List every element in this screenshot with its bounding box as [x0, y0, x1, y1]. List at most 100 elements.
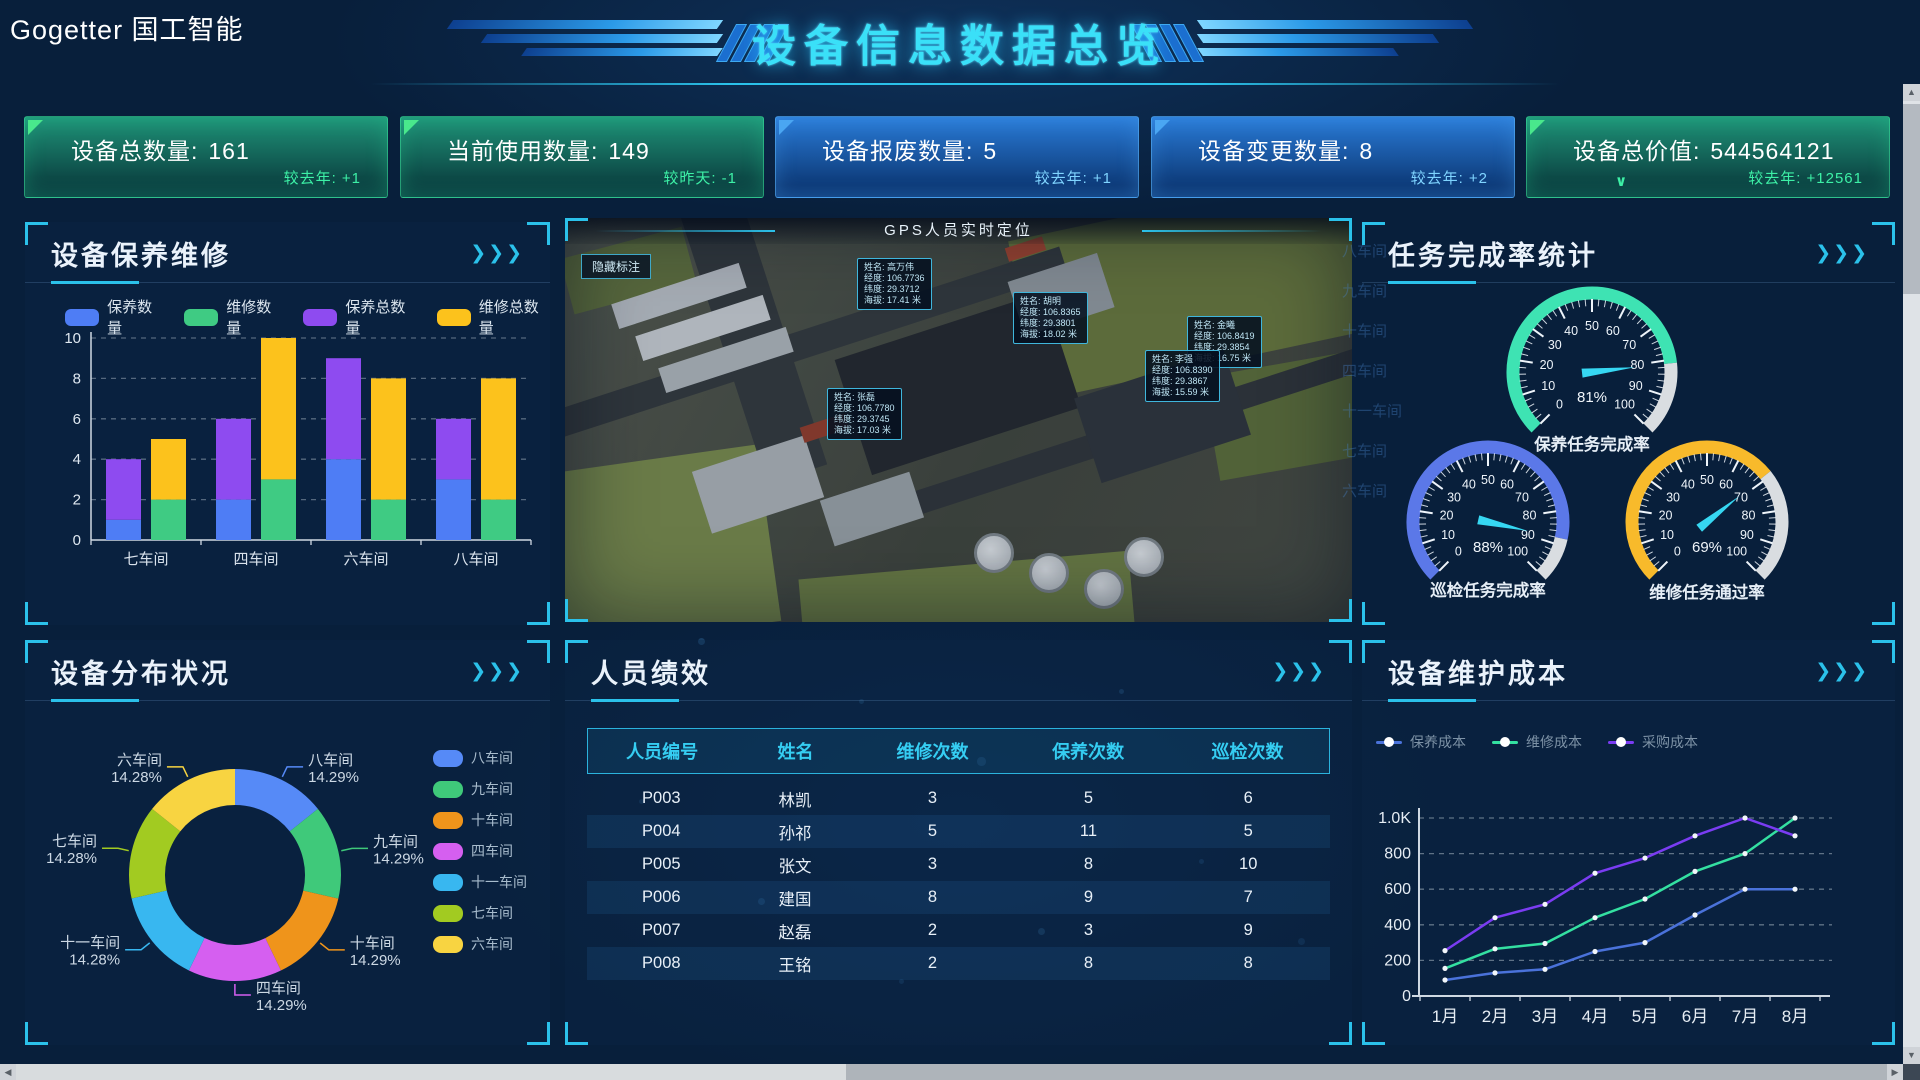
column-header-姓名: 姓名 — [777, 742, 814, 762]
svg-text:20: 20 — [1440, 508, 1454, 522]
legend-swatch — [433, 780, 463, 798]
stat-card-3: 设备报废数量: 5 较去年: +1 — [775, 116, 1139, 198]
table-cell: 5 — [1243, 822, 1253, 840]
stat-card-delta: 较昨天: -1 — [663, 170, 737, 187]
table-cell: 11 — [1079, 822, 1098, 840]
horizontal-scrollbar-thumb[interactable] — [16, 1064, 846, 1080]
svg-text:40: 40 — [1462, 478, 1476, 492]
legend-label: 保养总数量 — [345, 299, 406, 337]
vertical-scrollbar-thumb[interactable] — [1903, 104, 1920, 294]
legend-item-八车间[interactable]: 八车间 — [433, 748, 527, 768]
scrollbar-corner — [1903, 1064, 1920, 1080]
scroll-down-button[interactable]: ▼ — [1903, 1047, 1920, 1064]
more-arrows-icon[interactable]: ❯❯❯ — [1815, 243, 1869, 264]
legend-item-保养数量[interactable]: 保养数量 — [65, 296, 164, 338]
svg-text:14.29%: 14.29% — [350, 952, 401, 969]
legend-item-四车间[interactable]: 四车间 — [433, 841, 527, 861]
more-arrows-icon[interactable]: ❯❯❯ — [1272, 661, 1326, 682]
svg-text:600: 600 — [1384, 881, 1411, 898]
horizontal-scrollbar[interactable]: ◀ ▶ — [0, 1064, 1903, 1080]
svg-text:30: 30 — [1548, 338, 1562, 352]
more-arrows-icon[interactable]: ❯❯❯ — [470, 243, 524, 264]
storage-tank — [974, 533, 1015, 574]
legend-swatch — [433, 749, 463, 767]
legend-swatch — [184, 308, 219, 326]
task-gauges-chart[interactable]: 0 10 20 30 40 50 60 70 80 90 100 81% 保养任务完成率 0 10 20 30 4… — [1362, 222, 1895, 630]
legend-swatch — [433, 904, 463, 922]
bar-chart-legend: 保养数量 维修数量 保养总数量 维修总数量 — [65, 296, 550, 338]
table-cell: 王铭 — [778, 956, 812, 975]
svg-text:10: 10 — [1660, 528, 1674, 542]
header-underline — [370, 83, 1560, 85]
svg-text:81%: 81% — [1577, 389, 1607, 406]
corner-bracket — [1362, 640, 1385, 663]
table-cell: 8 — [1083, 954, 1094, 972]
tooltip-line: 经度: 106.7780 — [834, 403, 895, 413]
legend-item-十车间[interactable]: 十车间 — [433, 810, 527, 830]
corner-bracket — [1872, 640, 1895, 663]
more-arrows-icon[interactable]: ❯❯❯ — [470, 661, 524, 682]
more-arrows-icon[interactable]: ❯❯❯ — [1815, 661, 1869, 682]
table-cell: 林凯 — [778, 791, 812, 810]
legend-item-维修总数量[interactable]: 维修总数量 — [436, 296, 550, 338]
panel-title-tasks: 任务完成率统计 — [1388, 241, 1598, 271]
scroll-up-button[interactable]: ▲ — [1903, 84, 1920, 101]
legend-label: 维修数量 — [226, 299, 272, 337]
table-row: P006 建国 8 9 7 — [587, 881, 1330, 914]
legend-item-采购成本[interactable]: 采购成本 — [1608, 732, 1698, 752]
bg-workshop-label: 八车间 — [1342, 243, 1388, 260]
panel-title-distribution: 设备分布状况 — [51, 659, 231, 689]
svg-text:保养任务完成率: 保养任务完成率 — [1533, 434, 1650, 454]
svg-text:2: 2 — [73, 492, 81, 509]
legend-item-维修成本[interactable]: 维修成本 — [1492, 732, 1582, 752]
gps-person-tooltip: 姓名: 李强 经度: 106.8390 纬度: 29.3867 海拔: 15.59 米 — [1145, 350, 1220, 402]
gps-person-tooltip: 姓名: 高万伟 经度: 106.7736 纬度: 29.3712 海拔: 17.41 … — [857, 258, 932, 310]
svg-text:7月: 7月 — [1732, 1007, 1758, 1026]
panel-cost: 设备维护成本 ❯❯❯ 保养成本 维修成本 采购成本 0 200 400 600 800 1.0… — [1362, 640, 1895, 1045]
legend-item-保养总数量[interactable]: 保养总数量 — [303, 296, 416, 338]
scroll-right-button[interactable]: ▶ — [1887, 1064, 1903, 1080]
legend-label: 维修成本 — [1526, 734, 1582, 750]
table-cell: 5 — [927, 822, 938, 840]
hide-annotations-button[interactable]: 隐藏标注 — [581, 254, 652, 279]
legend-label: 采购成本 — [1642, 734, 1698, 750]
legend-label: 保养数量 — [107, 299, 153, 337]
stat-card-delta: 较去年: +1 — [283, 170, 361, 187]
legend-item-保养成本[interactable]: 保养成本 — [1376, 732, 1466, 752]
tooltip-line: 经度: 106.8419 — [1194, 331, 1255, 341]
svg-text:10: 10 — [64, 330, 81, 347]
tooltip-line: 海拔: 17.03 米 — [834, 425, 892, 435]
app-logo: Gogetter 国工智能 — [10, 15, 244, 45]
scroll-left-button[interactable]: ◀ — [0, 1064, 16, 1080]
svg-text:6月: 6月 — [1682, 1007, 1708, 1026]
vertical-scrollbar[interactable]: ▲ ▼ — [1903, 84, 1920, 1064]
svg-text:九车间: 九车间 — [373, 833, 418, 850]
legend-swatch — [1608, 736, 1634, 747]
legend-item-维修数量[interactable]: 维修数量 — [184, 296, 283, 338]
svg-text:六车间: 六车间 — [343, 551, 388, 568]
svg-text:90: 90 — [1740, 528, 1754, 542]
distribution-donut-chart[interactable]: 八车间 14.29% 九车间 14.29% 十车间 14.29% 四车间 14.29% 十一车间… — [25, 690, 550, 1055]
table-cell: 8 — [1083, 855, 1094, 873]
gps-map-panel[interactable]: GPS人员实时定位 隐藏标注 姓名: 高万伟 经度: 106.7736 纬度: 29… — [565, 218, 1352, 622]
legend-item-九车间[interactable]: 九车间 — [433, 779, 527, 799]
panel-title-cost: 设备维护成本 — [1388, 659, 1568, 689]
cost-line-chart[interactable]: 0 200 400 600 800 1.0K 1月 2月 3月 4月 5月 6月 7月 8月 — [1362, 640, 1895, 1050]
legend-swatch — [433, 811, 463, 829]
corner-triangle — [779, 120, 794, 135]
svg-text:20: 20 — [1540, 358, 1554, 372]
maintenance-bar-chart[interactable]: 0 2 4 6 8 10 七车间 四车间 六车间 八车间 — [31, 322, 543, 585]
legend-item-十一车间[interactable]: 十一车间 — [433, 872, 527, 892]
panel-maintenance: 设备保养维修 ❯❯❯ 保养数量 维修数量 保养总数量 维修总数量 0 2 4 6 8 10 七车间… — [25, 222, 550, 625]
corner-bracket — [1362, 1022, 1385, 1045]
map-title: GPS人员实时定位 — [565, 218, 1352, 244]
stat-card-2: 当前使用数量: 149 较昨天: -1 — [400, 116, 764, 198]
legend-item-六车间[interactable]: 六车间 — [433, 934, 527, 954]
corner-bracket — [1362, 602, 1385, 625]
table-cell: 3 — [927, 789, 938, 807]
svg-text:2月: 2月 — [1482, 1007, 1508, 1026]
bg-workshop-label: 七车间 — [1342, 443, 1388, 460]
bg-workshop-label: 十车间 — [1342, 323, 1388, 340]
legend-item-七车间[interactable]: 七车间 — [433, 903, 527, 923]
svg-text:14.29%: 14.29% — [256, 997, 307, 1014]
